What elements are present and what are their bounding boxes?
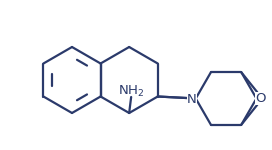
Text: O: O (255, 92, 266, 105)
Text: N: N (187, 93, 197, 106)
Text: NH$_2$: NH$_2$ (118, 83, 144, 99)
